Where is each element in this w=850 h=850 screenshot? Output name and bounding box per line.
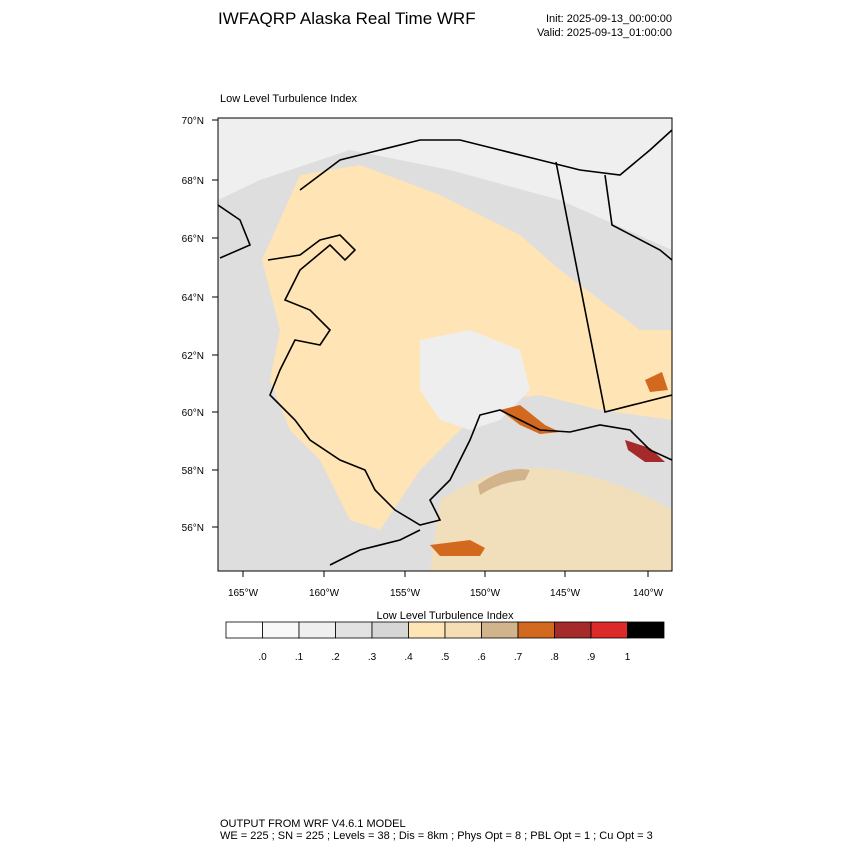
lon-label: 155°W xyxy=(390,588,421,599)
sea-field xyxy=(478,469,530,495)
footer-line: WE = 225 ; SN = 225 ; Levels = 38 ; Dis … xyxy=(220,830,653,842)
colorbar-box xyxy=(371,621,409,639)
footer-line: OUTPUT FROM WRF V4.6.1 MODEL xyxy=(220,818,406,830)
light-field xyxy=(420,330,530,430)
colorbar-box xyxy=(481,621,519,639)
colorbar-label: .4 xyxy=(404,652,413,663)
lon-labels: 165°W 160°W 155°W 150°W 145°W 140°W xyxy=(228,571,664,599)
colorbar-box xyxy=(444,621,482,639)
init-time: Init: 2025-09-13_00:00:00 xyxy=(546,13,672,25)
colorbar-label: .3 xyxy=(368,652,377,663)
colorbar: .0 .1 .2 .3 .4 .5 .6 .7 .8 .9 1 xyxy=(225,621,665,663)
colorbar-box xyxy=(408,621,446,639)
colorbar-label: .5 xyxy=(441,652,450,663)
lon-label: 145°W xyxy=(550,588,581,599)
high-index xyxy=(645,372,668,392)
valid-time: Valid: 2025-09-13_01:00:00 xyxy=(537,27,672,39)
colorbar-box xyxy=(225,621,263,639)
high-index xyxy=(500,405,560,434)
colorbar-box xyxy=(627,621,665,639)
lat-label: 62°N xyxy=(182,351,204,362)
lon-label: 160°W xyxy=(309,588,340,599)
colorbar-label: .0 xyxy=(258,652,267,663)
light-field xyxy=(218,118,672,250)
lon-label: 165°W xyxy=(228,588,259,599)
colorbar-box xyxy=(335,621,373,639)
coastline xyxy=(218,129,672,566)
lon-label: 150°W xyxy=(470,588,501,599)
colorbar-label: .7 xyxy=(514,652,523,663)
map-frame xyxy=(217,117,673,572)
title: IWFAQRP Alaska Real Time WRF xyxy=(218,9,476,28)
colorbar-label: .2 xyxy=(331,652,340,663)
colorbar-label: .6 xyxy=(477,652,486,663)
sea-field xyxy=(430,468,672,571)
lat-label: 64°N xyxy=(182,293,204,304)
high-index xyxy=(625,440,665,462)
lat-label: 56°N xyxy=(182,523,204,534)
colorbar-label: .1 xyxy=(295,652,304,663)
lat-label: 68°N xyxy=(182,176,204,187)
colorbar-box xyxy=(554,621,592,639)
lat-label: 66°N xyxy=(182,234,204,245)
colorbar-label: 1 xyxy=(625,652,631,663)
colorbar-box xyxy=(262,621,300,639)
lat-label: 58°N xyxy=(182,466,204,477)
colorbar-box xyxy=(298,621,336,639)
colorbar-label: .9 xyxy=(587,652,596,663)
colorbar-box xyxy=(517,621,555,639)
lat-label: 70°N xyxy=(182,116,204,127)
map xyxy=(218,118,672,571)
colorbar-label: .8 xyxy=(550,652,559,663)
colorbar-title: Low Level Turbulence Index xyxy=(377,610,514,622)
map-subtitle: Low Level Turbulence Index xyxy=(220,93,357,105)
colorbar-box xyxy=(590,621,628,639)
lon-label: 140°W xyxy=(633,588,664,599)
lat-label: 60°N xyxy=(182,408,204,419)
lat-labels: 70°N 68°N 66°N 64°N 62°N 60°N 58°N 56°N xyxy=(182,116,218,534)
high-index xyxy=(430,540,485,556)
